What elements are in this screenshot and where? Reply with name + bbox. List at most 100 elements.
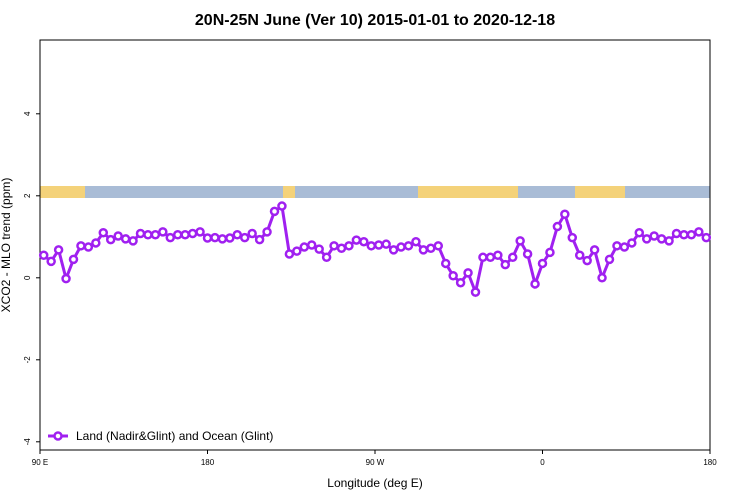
data-point bbox=[277, 201, 287, 211]
data-point bbox=[68, 254, 79, 265]
data-point bbox=[76, 241, 86, 251]
data-point bbox=[560, 209, 570, 219]
data-point bbox=[254, 234, 265, 245]
data-point bbox=[440, 258, 451, 269]
data-point bbox=[292, 246, 302, 256]
data-point bbox=[530, 279, 540, 289]
data-point bbox=[61, 273, 71, 284]
x-axis-label: Longitude (deg E) bbox=[327, 476, 422, 490]
data-point bbox=[478, 252, 488, 263]
data-point bbox=[500, 259, 511, 270]
data-point bbox=[336, 243, 347, 254]
data-point bbox=[202, 233, 213, 243]
data-point bbox=[172, 230, 183, 240]
data-point bbox=[463, 268, 473, 278]
data-point bbox=[589, 245, 600, 255]
data-point bbox=[225, 233, 235, 243]
data-point bbox=[239, 232, 250, 243]
data-point bbox=[433, 241, 444, 251]
data-point bbox=[552, 221, 563, 232]
data-point bbox=[522, 249, 533, 259]
data-point bbox=[485, 252, 496, 263]
y-tick-label: 0 bbox=[23, 275, 32, 280]
x-tick-label: 180 bbox=[201, 458, 215, 467]
x-tick-label: 0 bbox=[540, 458, 545, 467]
data-point bbox=[195, 227, 205, 237]
data-point bbox=[388, 245, 399, 255]
data-point bbox=[426, 243, 436, 254]
x-tick-label: 90 W bbox=[366, 458, 385, 467]
data-point bbox=[321, 252, 332, 263]
data-point bbox=[351, 235, 362, 245]
y-tick-label: -4 bbox=[23, 438, 32, 446]
data-point bbox=[306, 240, 317, 250]
legend-marker bbox=[53, 431, 63, 441]
data-point bbox=[150, 230, 161, 240]
data-point bbox=[269, 206, 280, 217]
data-point bbox=[329, 241, 339, 251]
data-point bbox=[217, 234, 228, 244]
data-point bbox=[567, 232, 578, 243]
data-point bbox=[679, 230, 689, 240]
data-point bbox=[158, 227, 168, 237]
data-point bbox=[373, 240, 384, 250]
chart-title: 20N-25N June (Ver 10) 2015-01-01 to 2020… bbox=[195, 12, 555, 29]
data-point bbox=[686, 230, 697, 240]
data-point bbox=[574, 250, 585, 260]
legend-label: Land (Nadir&Glint) and Ocean (Glint) bbox=[76, 429, 273, 443]
legend: Land (Nadir&Glint) and Ocean (Glint) bbox=[48, 429, 273, 443]
data-point bbox=[83, 242, 94, 252]
data-point bbox=[53, 245, 64, 255]
data-point bbox=[448, 271, 458, 281]
y-tick-label: 2 bbox=[23, 193, 32, 198]
data-point bbox=[694, 227, 704, 237]
data-point bbox=[649, 231, 659, 241]
data-point bbox=[627, 238, 637, 248]
data-point bbox=[135, 228, 146, 239]
data-point bbox=[545, 247, 555, 258]
data-point bbox=[537, 258, 548, 269]
y-tick-label: 4 bbox=[23, 111, 32, 116]
data-point bbox=[470, 287, 481, 297]
data-point bbox=[128, 236, 138, 246]
x-tick-label: 180 bbox=[703, 458, 717, 467]
data-point bbox=[98, 227, 109, 238]
data-point bbox=[396, 242, 406, 252]
data-point bbox=[38, 250, 49, 260]
map-strip bbox=[40, 186, 710, 198]
y-axis-label: XCO2 - MLO trend (ppm) bbox=[0, 178, 13, 313]
data-point bbox=[582, 255, 592, 266]
data-point bbox=[91, 238, 101, 248]
data-point bbox=[232, 230, 243, 240]
data-point bbox=[612, 241, 622, 251]
data-point bbox=[247, 228, 257, 239]
data-point bbox=[403, 241, 414, 251]
data-point bbox=[359, 236, 369, 247]
data-point bbox=[493, 250, 503, 260]
data-point bbox=[634, 227, 645, 238]
data-point bbox=[344, 241, 354, 251]
data-point bbox=[701, 232, 712, 243]
data-point bbox=[46, 256, 56, 267]
y-tick-label: -2 bbox=[23, 356, 32, 364]
data-point bbox=[619, 242, 630, 252]
data-point bbox=[366, 241, 377, 251]
data-point bbox=[143, 230, 153, 240]
data-point bbox=[314, 244, 324, 254]
data-point bbox=[664, 236, 674, 246]
data-point bbox=[262, 227, 272, 237]
data-point bbox=[210, 232, 220, 243]
data-point bbox=[381, 239, 391, 249]
x-tick-label: 90 E bbox=[32, 458, 48, 467]
data-point bbox=[418, 245, 429, 255]
data-point bbox=[105, 234, 116, 245]
data-point bbox=[641, 234, 652, 244]
data-point bbox=[656, 234, 667, 244]
data-point bbox=[507, 252, 518, 263]
series-line bbox=[42, 203, 708, 298]
data-point bbox=[515, 236, 525, 246]
data-point bbox=[671, 228, 682, 239]
data-point bbox=[113, 231, 123, 241]
data-point bbox=[455, 277, 466, 288]
